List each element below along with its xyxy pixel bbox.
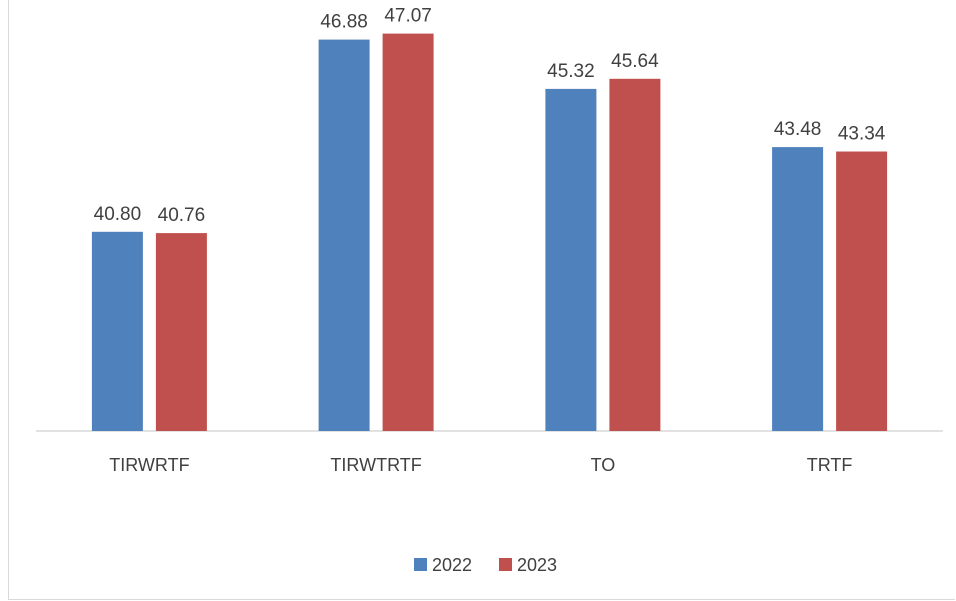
bar-tirwrtf-2022 bbox=[91, 231, 143, 431]
bar-trtf-2023 bbox=[836, 151, 888, 431]
data-label-tirwrtf-2022: 40.80 bbox=[94, 204, 142, 225]
bar-to-2023 bbox=[609, 78, 661, 432]
chart-frame bbox=[8, 0, 955, 600]
legend-label-2023: 2023 bbox=[517, 555, 557, 575]
legend-swatch-2023 bbox=[499, 558, 512, 571]
data-label-tirwtrtf-2022: 46.88 bbox=[320, 12, 368, 33]
category-label-tirwrtf: TIRWRTF bbox=[109, 455, 189, 475]
data-label-trtf-2023: 43.34 bbox=[838, 124, 886, 145]
bar-tirwtrtf-2023 bbox=[382, 33, 434, 431]
category-labels-group: TIRWRTF TIRWTRTF TO TRTF bbox=[109, 455, 852, 475]
category-label-to: TO bbox=[591, 455, 616, 475]
bar-to-2022 bbox=[545, 88, 597, 432]
bars-group bbox=[91, 33, 888, 432]
legend: 2022 2023 bbox=[414, 555, 557, 575]
bar-tirwtrtf-2022 bbox=[318, 39, 370, 431]
legend-swatch-2022 bbox=[414, 558, 427, 571]
data-label-tirwtrtf-2023: 47.07 bbox=[384, 6, 432, 27]
data-label-trtf-2022: 43.48 bbox=[774, 119, 822, 140]
bar-trtf-2022 bbox=[772, 147, 824, 431]
data-labels-group: 40.80 40.76 46.88 47.07 45.32 45.64 43.48 43.34 bbox=[94, 6, 886, 227]
category-label-trtf: TRTF bbox=[807, 455, 853, 475]
category-label-tirwtrtf: TIRWTRTF bbox=[330, 455, 421, 475]
bar-tirwrtf-2023 bbox=[155, 233, 207, 431]
legend-label-2022: 2022 bbox=[432, 555, 472, 575]
data-label-to-2022: 45.32 bbox=[547, 61, 595, 82]
data-label-to-2023: 45.64 bbox=[611, 51, 659, 72]
data-label-tirwrtf-2023: 40.76 bbox=[158, 205, 206, 226]
